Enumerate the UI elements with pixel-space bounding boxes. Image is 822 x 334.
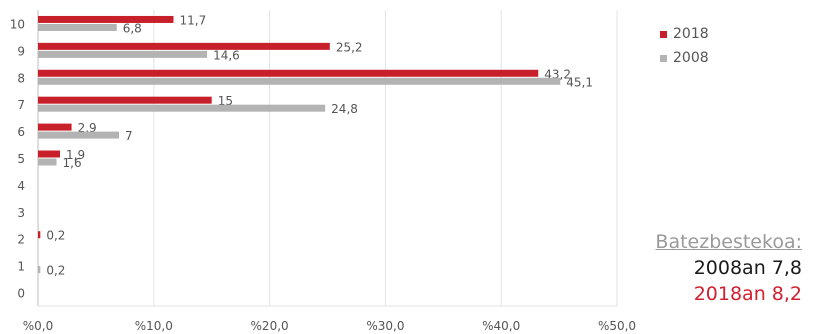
average-panel: Batezbestekoa: 2008an 7,8 2018an 8,2 xyxy=(655,229,802,307)
x-tick-label: %40,0 xyxy=(482,319,520,333)
bar-2018-5 xyxy=(38,150,61,158)
bar-2008-7 xyxy=(38,104,326,112)
data-label-2008: 14,6 xyxy=(213,48,240,62)
legend-label-2018: 2018 xyxy=(673,26,709,42)
bar-2008-6 xyxy=(38,131,120,139)
bar-2018-2 xyxy=(38,231,41,239)
y-tick-label: 5 xyxy=(17,152,25,166)
average-2018: 2018an 8,2 xyxy=(693,283,802,305)
y-tick-label: 2 xyxy=(17,233,25,247)
legend-label-2008: 2008 xyxy=(673,50,709,66)
bar-2018-9 xyxy=(38,42,330,50)
legend-item-2008: 2008 xyxy=(660,46,709,70)
x-tick-label: %30,0 xyxy=(366,319,404,333)
data-label-2008: 6,8 xyxy=(123,21,142,35)
data-label-2008: 0,2 xyxy=(46,264,65,278)
x-tick-label: %10,0 xyxy=(135,319,173,333)
x-tick-label: %20,0 xyxy=(251,319,289,333)
y-tick-label: 7 xyxy=(17,98,25,112)
x-tick-label: %0,0 xyxy=(23,319,54,333)
y-tick-label: 6 xyxy=(17,125,25,139)
data-label-2018: 0,2 xyxy=(46,229,65,243)
average-2008: 2008an 7,8 xyxy=(693,257,802,279)
data-label-2018: 11,7 xyxy=(179,13,206,27)
data-label-2008: 45,1 xyxy=(566,75,593,89)
average-title: Batezbestekoa: xyxy=(655,231,802,253)
bar-2018-8 xyxy=(38,69,539,77)
bar-2018-6 xyxy=(38,123,72,131)
legend-swatch-2008 xyxy=(660,54,667,62)
data-label-2018: 1,9 xyxy=(66,148,85,162)
bar-2018-10 xyxy=(38,15,174,23)
y-tick-label: 1 xyxy=(17,260,25,274)
y-tick-label: 3 xyxy=(17,206,25,220)
y-tick-label: 4 xyxy=(17,179,25,193)
bar-2008-1 xyxy=(38,266,41,274)
data-label-2008: 1,6 xyxy=(63,156,82,170)
bar-2018-7 xyxy=(38,96,212,104)
data-label-2008: 24,8 xyxy=(331,102,358,116)
y-tick-label: 10 xyxy=(10,17,25,31)
data-label-2018: 25,2 xyxy=(336,40,363,54)
y-tick-label: 0 xyxy=(17,287,25,301)
legend-item-2018: 2018 xyxy=(660,22,709,46)
y-tick-label: 9 xyxy=(17,44,25,58)
x-tick-label: %50,0 xyxy=(598,319,636,333)
legend: 2018 2008 xyxy=(660,22,709,70)
y-tick-label: 8 xyxy=(17,71,25,85)
bar-2008-8 xyxy=(38,77,561,85)
bar-2008-5 xyxy=(38,158,57,166)
data-label-2008: 7 xyxy=(125,129,133,143)
bar-2008-9 xyxy=(38,50,208,58)
bar-2008-10 xyxy=(38,23,117,31)
legend-swatch-2018 xyxy=(660,30,667,38)
